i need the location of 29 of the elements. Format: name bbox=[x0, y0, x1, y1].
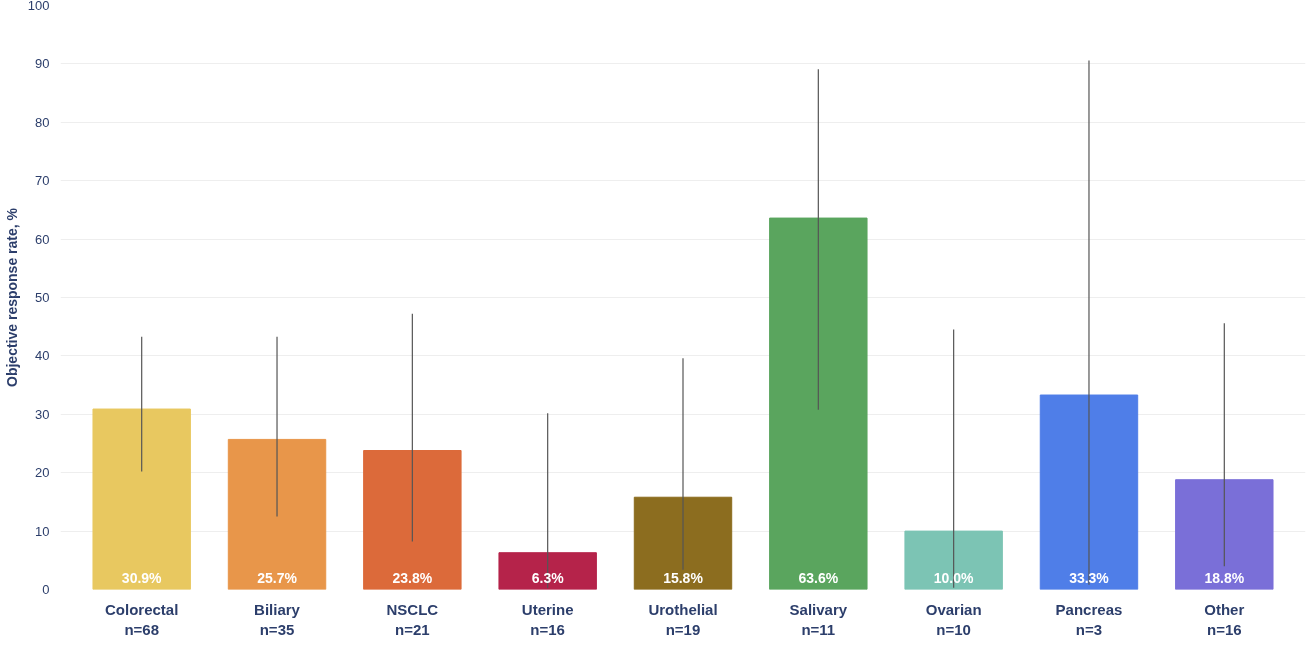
y-tick-label: 0 bbox=[42, 582, 50, 597]
y-tick-label: 60 bbox=[35, 231, 50, 247]
y-tick-label: 80 bbox=[35, 114, 50, 130]
data-label: 63.6% bbox=[798, 569, 839, 586]
data-label: 33.3% bbox=[1069, 569, 1110, 586]
y-tick-label: 20 bbox=[35, 465, 50, 481]
y-tick-label: 90 bbox=[35, 56, 50, 72]
y-tick-label: 30 bbox=[35, 406, 50, 422]
x-tick-label: Urothelial n=19 bbox=[648, 600, 718, 638]
y-tick-label: 40 bbox=[35, 348, 50, 364]
data-label: 30.9% bbox=[121, 569, 163, 586]
data-label: 23.8% bbox=[392, 569, 433, 586]
y-tick-label: 10 bbox=[35, 523, 50, 539]
x-tick-label: Biliary n=35 bbox=[254, 600, 301, 638]
x-tick-label: Colorectal n=68 bbox=[105, 600, 179, 638]
y-tick-label: 70 bbox=[35, 173, 50, 189]
y-tick-label: 100 bbox=[27, 0, 50, 13]
x-tick-label: Salivary n=11 bbox=[789, 600, 848, 638]
x-tick-label: Other n=16 bbox=[1204, 600, 1245, 638]
x-tick-label: Ovarian n=10 bbox=[925, 600, 982, 638]
data-label: 6.3% bbox=[531, 569, 565, 586]
data-label: 18.8% bbox=[1204, 569, 1245, 586]
x-tick-label: NSCLC n=21 bbox=[386, 600, 439, 638]
data-label: 25.7% bbox=[257, 569, 298, 586]
y-tick-label: 50 bbox=[35, 290, 50, 305]
y-axis-title: Objective response rate, % bbox=[3, 207, 20, 387]
data-label: 15.8% bbox=[663, 569, 704, 586]
x-tick-label: Uterine n=16 bbox=[521, 600, 574, 638]
x-tick-label: Pancreas n=3 bbox=[1055, 600, 1123, 638]
